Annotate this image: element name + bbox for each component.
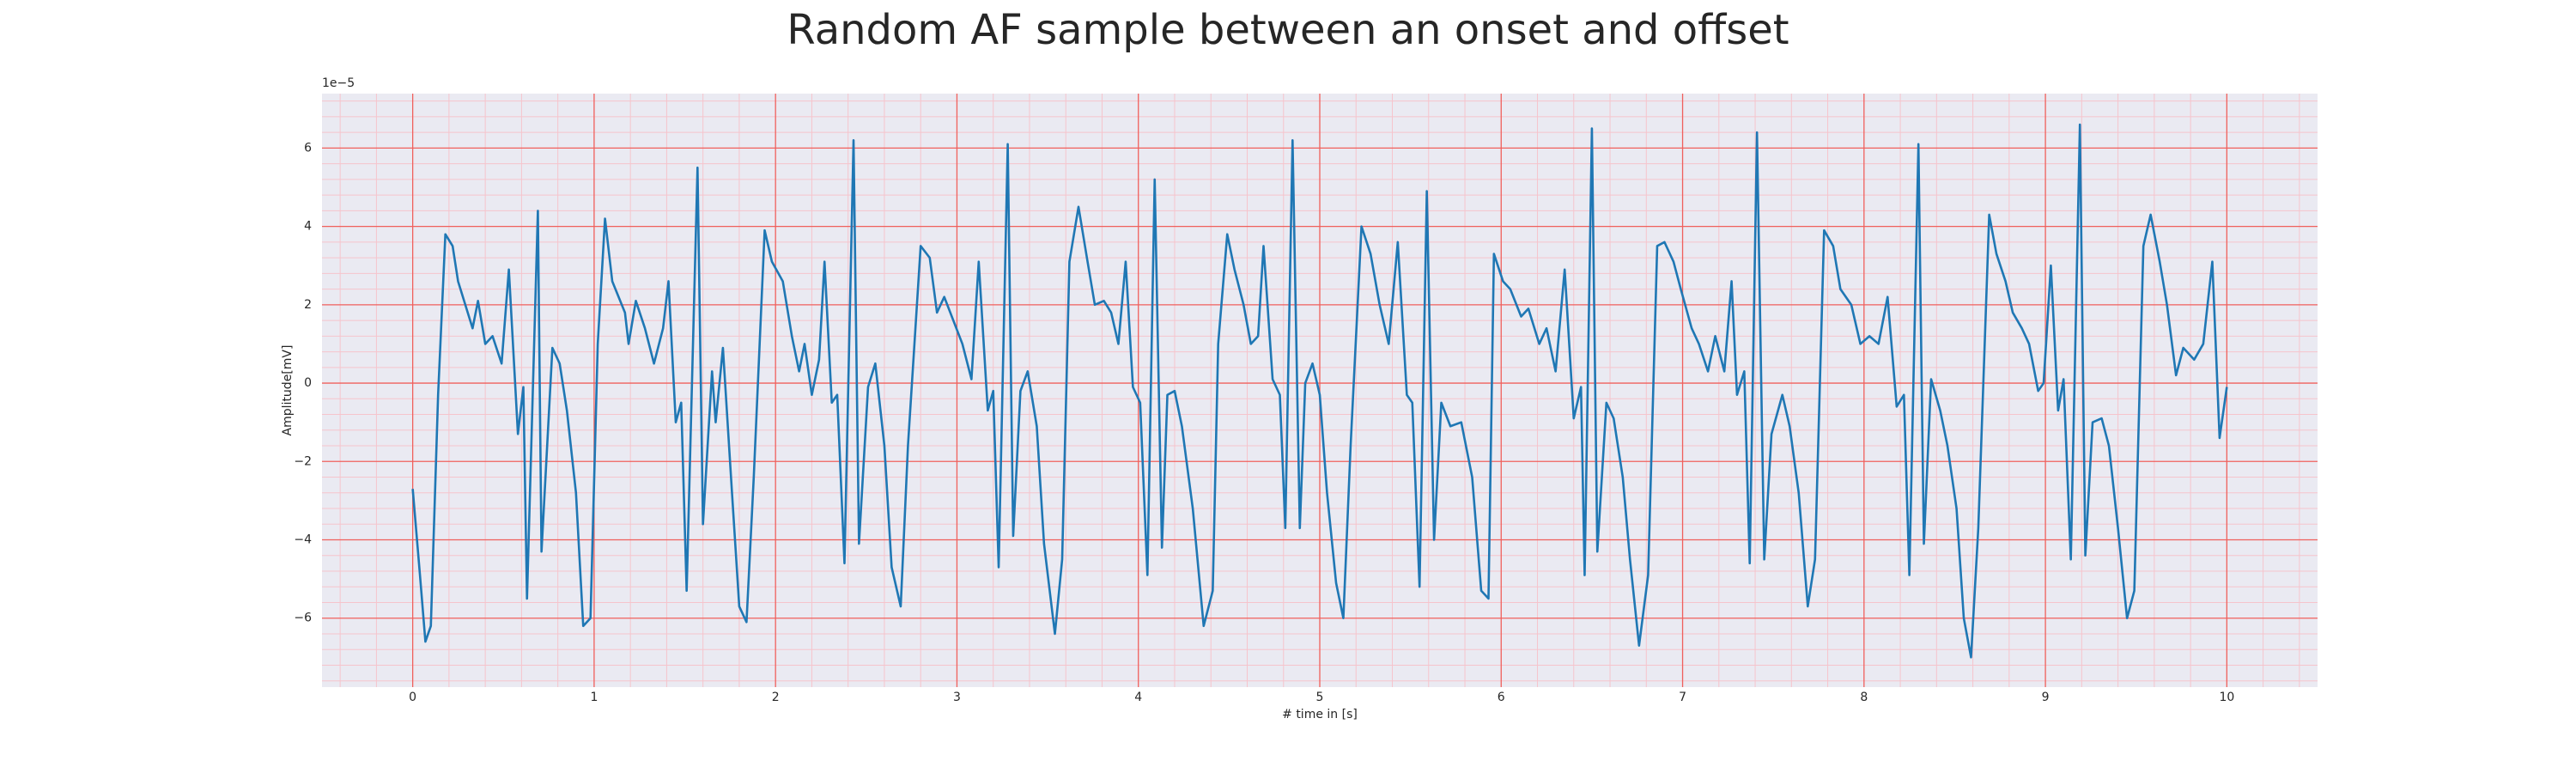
y-tick-label: 2 <box>304 298 312 312</box>
y-tick-label: −6 <box>294 612 312 625</box>
x-tick-label: 7 <box>1679 691 1686 704</box>
y-offset-text: 1e−5 <box>322 76 355 90</box>
x-tick-label: 4 <box>1134 691 1142 704</box>
x-tick-label: 0 <box>409 691 416 704</box>
y-tick-label: −2 <box>294 454 312 468</box>
y-tick-label: −4 <box>294 533 312 547</box>
x-tick-label: 6 <box>1498 691 1505 704</box>
y-tick-label: 6 <box>304 141 312 155</box>
y-axis-label: Amplitude[mV] <box>281 345 295 436</box>
x-tick-label: 9 <box>2042 691 2050 704</box>
chart-title: Random AF sample between an onset and of… <box>787 6 1789 54</box>
x-tick-label: 3 <box>953 691 961 704</box>
y-tick-label: 4 <box>304 220 312 234</box>
signal-line <box>411 123 2228 659</box>
x-axis-label: # time in [s] <box>1282 708 1358 721</box>
x-tick-label: 2 <box>772 691 780 704</box>
x-tick-label: 1 <box>590 691 598 704</box>
x-tick-label: 5 <box>1316 691 1324 704</box>
y-tick-label: 0 <box>304 376 312 390</box>
x-tick-label: 8 <box>1860 691 1868 704</box>
x-tick-label: 10 <box>2219 691 2234 704</box>
